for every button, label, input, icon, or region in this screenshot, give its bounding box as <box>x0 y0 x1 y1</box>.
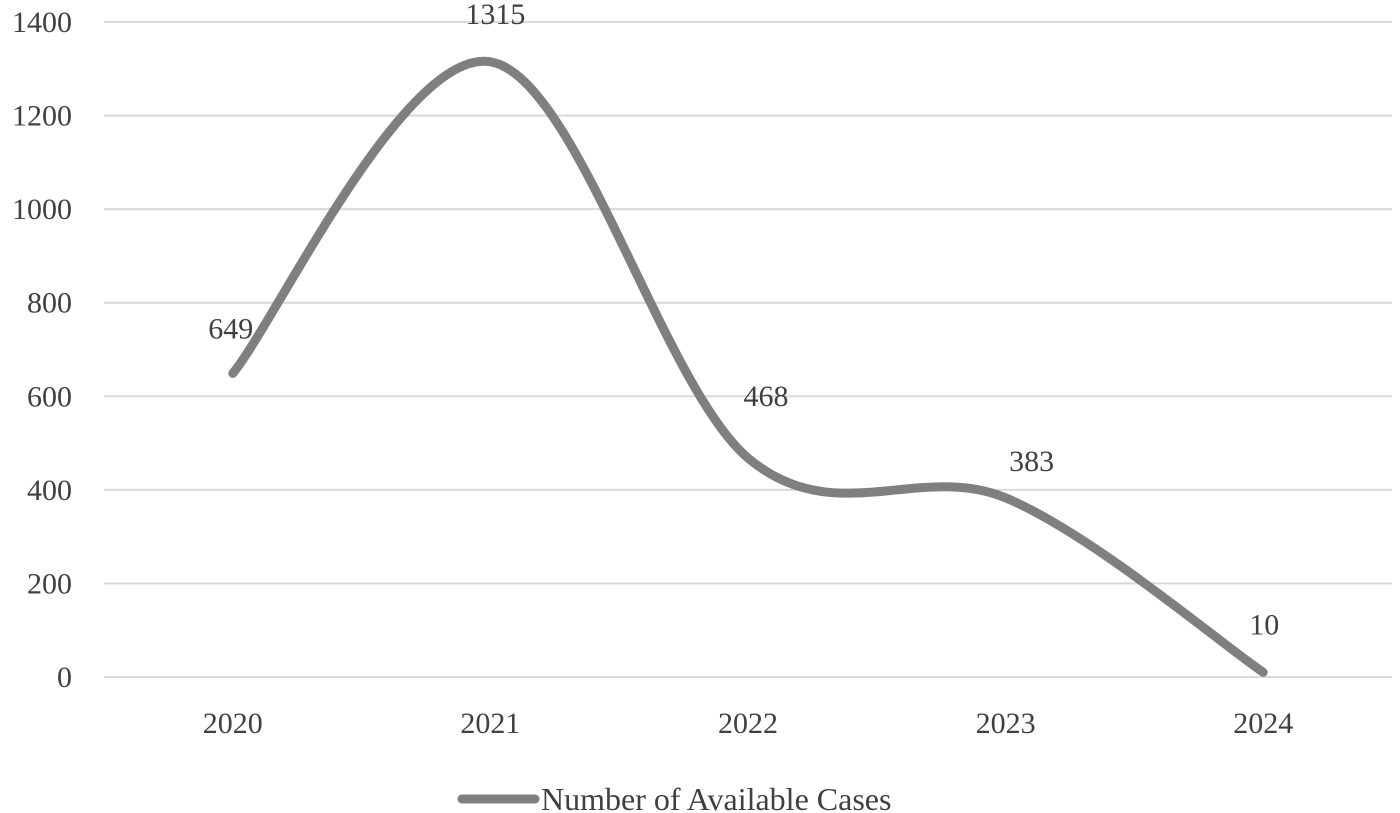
y-tick-label: 800 <box>27 287 72 320</box>
x-tick-label: 2021 <box>460 707 520 740</box>
series-lines <box>228 57 1268 677</box>
data-label: 10 <box>1249 608 1279 641</box>
y-tick-label: 600 <box>27 380 72 413</box>
y-tick-label: 1000 <box>12 193 72 226</box>
y-tick-label: 400 <box>27 474 72 507</box>
y-tick-label: 200 <box>27 567 72 600</box>
data-label: 1315 <box>465 0 525 31</box>
x-tick-label: 2023 <box>976 707 1036 740</box>
series-line <box>228 57 1268 677</box>
x-tick-label: 2024 <box>1233 707 1293 740</box>
y-tick-label: 0 <box>57 661 72 694</box>
data-label: 468 <box>744 380 789 413</box>
x-axis-tick-labels: 2020 2021 2022 2023 2024 <box>203 707 1293 740</box>
legend: Number of Available Cases <box>457 781 891 813</box>
x-tick-label: 2022 <box>718 707 778 740</box>
y-axis-tick-labels: 0 200 400 600 800 1000 1200 1400 <box>12 6 72 694</box>
legend-label: Number of Available Cases <box>541 781 891 813</box>
data-labels: 649 1315 468 383 10 <box>208 0 1279 641</box>
data-label: 649 <box>208 312 253 345</box>
gridlines <box>104 21 1392 678</box>
x-tick-label: 2020 <box>203 707 263 740</box>
y-tick-label: 1200 <box>12 100 72 133</box>
y-tick-label: 1400 <box>12 6 72 39</box>
data-label: 383 <box>1009 445 1054 478</box>
